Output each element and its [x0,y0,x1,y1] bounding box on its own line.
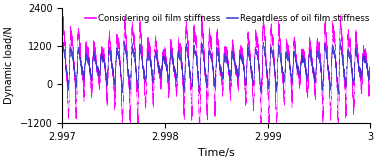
Y-axis label: Dynamic load/N: Dynamic load/N [4,26,14,104]
X-axis label: Time/s: Time/s [198,148,235,158]
Considering oil film stiffness [60,47,64,49]
Considering oil film stiffness [198,60,203,62]
Considering oil film stiffness [339,14,343,16]
Considering oil film stiffness [336,135,341,137]
Regardless of oil film stiffness [364,63,369,64]
Regardless of oil film stiffness [60,55,64,57]
Regardless of oil film stiffness [198,60,203,62]
Line: Considering oil film stiffness: Considering oil film stiffness [62,15,371,136]
Regardless of oil film stiffness [339,38,343,40]
Regardless of oil film stiffness [328,84,332,86]
Considering oil film stiffness [328,102,332,104]
Considering oil film stiffness [257,65,261,67]
Considering oil film stiffness [336,120,341,122]
Regardless of oil film stiffness [259,94,264,96]
Legend: Considering oil film stiffness, Regardless of oil film stiffness: Considering oil film stiffness, Regardle… [82,10,373,26]
Considering oil film stiffness [368,58,373,60]
Regardless of oil film stiffness [336,85,341,87]
Line: Regardless of oil film stiffness: Regardless of oil film stiffness [62,39,371,95]
Considering oil film stiffness [364,56,369,58]
Regardless of oil film stiffness [257,66,261,68]
Regardless of oil film stiffness [368,60,373,62]
Regardless of oil film stiffness [367,72,372,74]
Considering oil film stiffness [367,73,372,75]
